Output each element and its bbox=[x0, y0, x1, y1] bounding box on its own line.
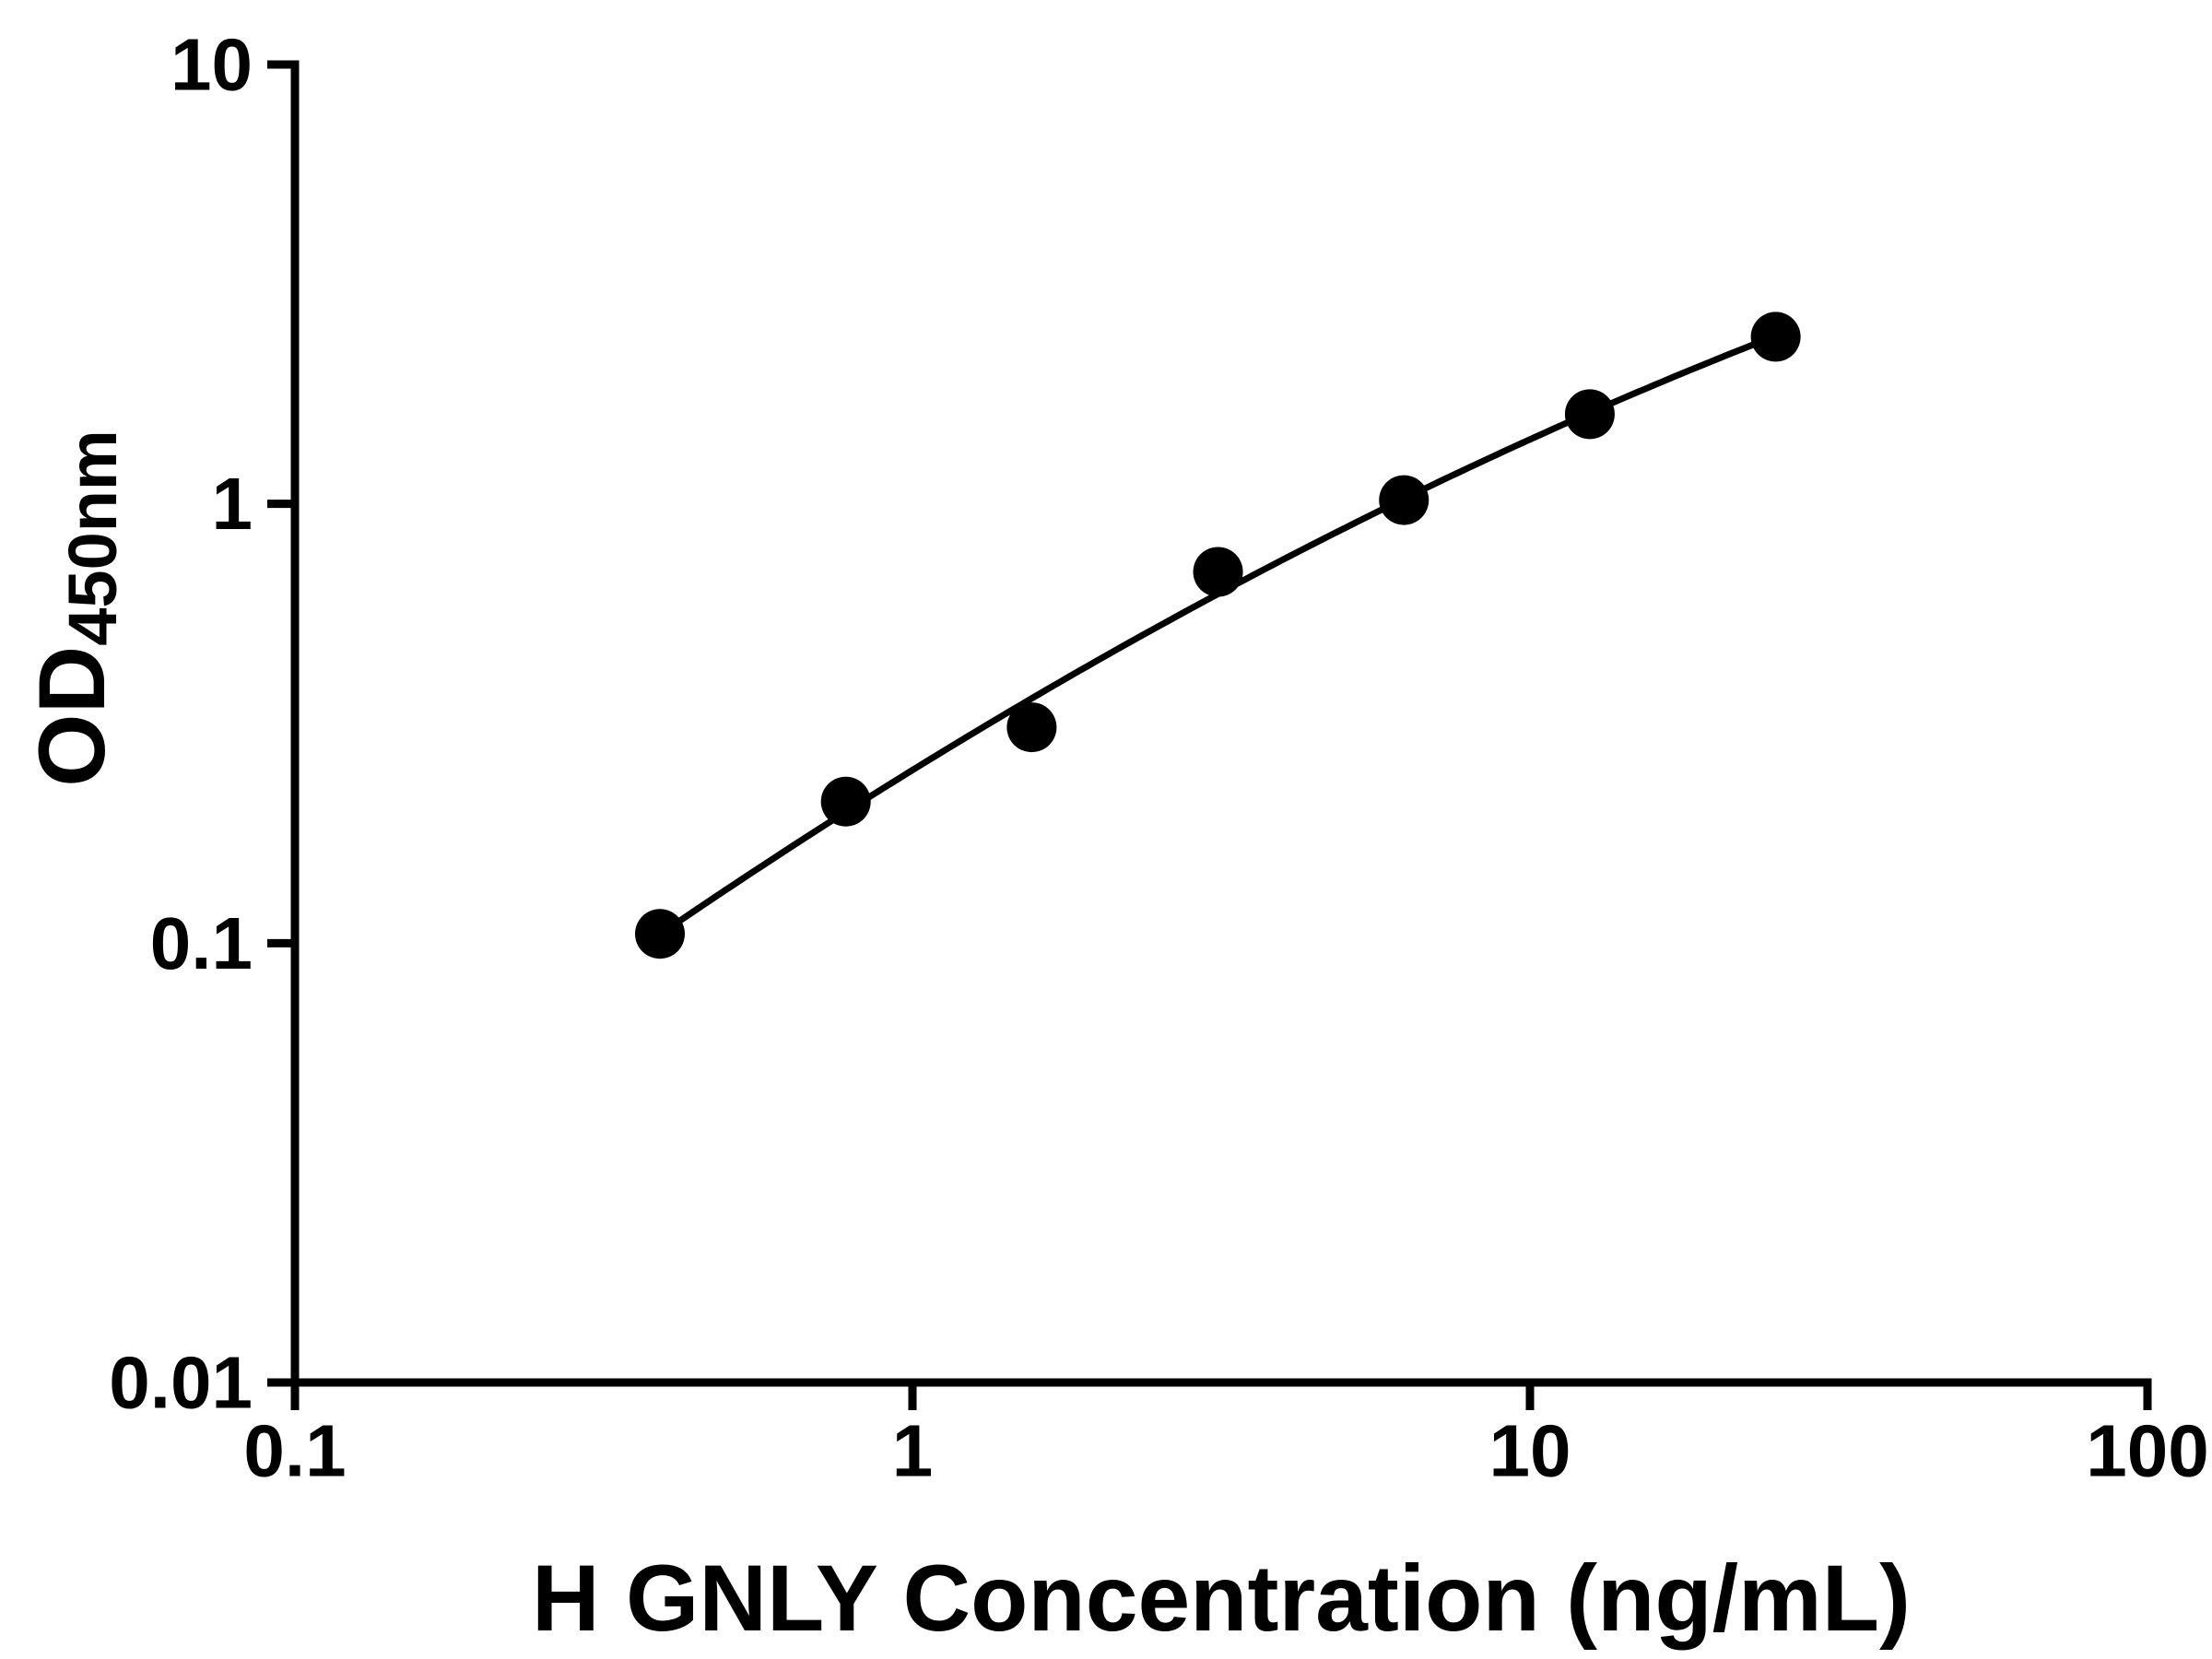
y-axis-title: OD450nm bbox=[19, 429, 131, 786]
y-tick-label: 1 bbox=[212, 463, 253, 545]
y-tick-label: 0.01 bbox=[109, 1342, 253, 1424]
x-tick-label: 1 bbox=[892, 1410, 934, 1492]
y-axis-title-sub: 450nm bbox=[54, 429, 132, 646]
x-tick-label: 10 bbox=[1489, 1410, 1571, 1492]
data-point-marker bbox=[820, 776, 871, 827]
data-point-marker bbox=[635, 909, 686, 959]
x-tick-label: 100 bbox=[2086, 1410, 2208, 1492]
x-axis-title: H GNLY Concentration (ng/mL) bbox=[531, 1546, 1912, 1651]
data-point-marker bbox=[1564, 389, 1615, 440]
y-tick-label: 0.1 bbox=[150, 902, 253, 984]
y-tick-label: 10 bbox=[171, 24, 253, 106]
data-point-marker bbox=[1379, 475, 1430, 525]
data-point-marker bbox=[1006, 702, 1057, 753]
data-point-marker bbox=[1193, 547, 1243, 597]
x-tick-label: 0.1 bbox=[243, 1410, 346, 1492]
y-axis-title-main: OD bbox=[19, 645, 124, 787]
data-point-marker bbox=[1750, 312, 1801, 362]
